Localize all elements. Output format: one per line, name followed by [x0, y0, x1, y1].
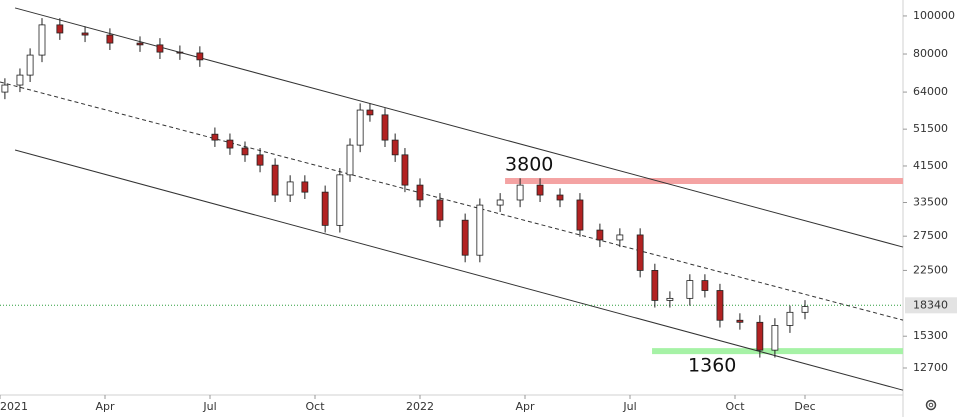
y-tick-label: 22500	[913, 263, 948, 276]
candle-body	[56, 24, 64, 34]
candle-body	[176, 51, 184, 54]
last-price-box	[905, 297, 957, 314]
candle-body	[346, 144, 354, 176]
candle-body	[771, 325, 779, 351]
gear	[925, 399, 937, 411]
candle-body	[636, 234, 644, 271]
x-tick-label: Apr	[95, 400, 115, 413]
candle-body	[136, 42, 144, 46]
candle-body	[651, 270, 659, 301]
candle-body	[156, 44, 164, 53]
y-tick-label: 41500	[913, 159, 948, 172]
candle-body	[596, 229, 604, 241]
y-tick-label: 15300	[913, 329, 948, 342]
candle-body	[321, 191, 329, 226]
y-tick-label: 12700	[913, 361, 948, 374]
level-band	[505, 178, 903, 185]
candle-body	[196, 52, 204, 61]
candle-body	[461, 219, 469, 256]
level-label: 1360	[688, 355, 736, 377]
candle-body	[211, 133, 219, 141]
candle-body	[366, 109, 374, 116]
x-tick-label: Dec	[794, 400, 815, 413]
candle-body	[106, 34, 114, 44]
candle-body	[536, 184, 544, 196]
y-tick-label: 64000	[913, 85, 948, 98]
candle-body	[801, 306, 809, 313]
candle-body	[576, 199, 584, 231]
y-tick-label: 51500	[913, 122, 948, 135]
candle-body	[336, 174, 344, 226]
candle-body	[26, 54, 34, 76]
candle-body	[391, 139, 399, 156]
y-tick-label: 100000	[913, 9, 955, 22]
x-tick-label: Apr	[515, 400, 535, 413]
candle-body	[81, 32, 89, 36]
candle-body	[666, 297, 674, 301]
candle-body	[476, 204, 484, 256]
candle-body	[401, 154, 409, 186]
x-tick-label: Jul	[622, 400, 636, 413]
candle-body	[516, 184, 524, 201]
candle-body	[1, 84, 9, 93]
candle-body	[756, 321, 764, 351]
candle-body	[241, 147, 249, 156]
candle-body	[786, 311, 794, 326]
candle-body	[686, 280, 694, 299]
candle-body	[16, 74, 24, 86]
x-tick-label: 2022	[406, 400, 434, 413]
level-label: 3800	[505, 154, 553, 176]
y-tick-label: 33500	[913, 196, 948, 209]
x-tick-label: 2021	[0, 400, 28, 413]
level-band	[652, 348, 903, 355]
x-tick-label: Jul	[202, 400, 216, 413]
candle-body	[301, 181, 309, 193]
y-tick-label: 27500	[913, 229, 948, 242]
x-tick-label: Oct	[725, 400, 745, 413]
candle-body	[356, 109, 364, 146]
gear-center	[928, 402, 934, 408]
candle-body	[701, 280, 709, 291]
candle-body	[38, 24, 46, 56]
trendline	[0, 81, 904, 321]
candle-body	[716, 290, 724, 321]
candle-body	[381, 114, 389, 141]
candle-body	[736, 319, 744, 323]
candle-body	[616, 234, 624, 241]
trendline	[14, 149, 904, 391]
last-price-label: 18340	[913, 298, 948, 311]
candle-body	[436, 199, 444, 221]
settings-icon[interactable]	[925, 399, 937, 411]
candle-body	[556, 194, 564, 201]
candle-body	[256, 154, 264, 166]
candle-body	[416, 184, 424, 201]
candle-body	[226, 139, 234, 149]
candle-body	[271, 164, 279, 196]
x-tick-label: Oct	[305, 400, 325, 413]
y-tick-label: 80000	[913, 47, 948, 60]
candle-body	[496, 199, 504, 206]
candle-body	[286, 181, 294, 196]
